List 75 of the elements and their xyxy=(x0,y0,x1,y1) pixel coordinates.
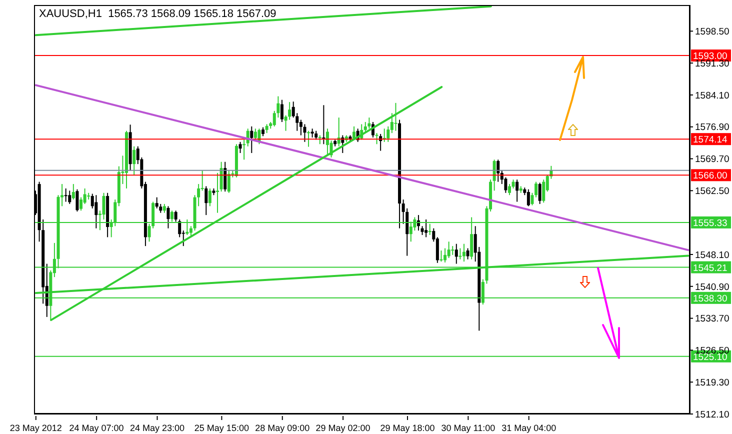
x-tick-label: 24 May 07:00 xyxy=(69,423,124,433)
candlestick xyxy=(303,124,306,142)
y-tick-label: 1540.90 xyxy=(695,282,730,293)
ref-line-label: 1538.30 xyxy=(693,293,728,304)
candlestick xyxy=(364,121,367,134)
candlestick xyxy=(454,243,458,264)
y-tick-label: 1519.30 xyxy=(695,377,730,388)
candlestick xyxy=(216,172,220,214)
candlestick xyxy=(496,159,500,182)
candlestick xyxy=(458,248,462,260)
candlestick xyxy=(508,184,511,196)
ref-line-label: 1566.00 xyxy=(693,170,728,182)
candlestick xyxy=(542,179,546,204)
chart-title: XAUUSD,H1 1565.73 1568.09 1565.18 1567.09 xyxy=(39,8,276,20)
candlestick xyxy=(424,218,428,238)
candlestick xyxy=(375,132,378,145)
ref-line-label: 1574.14 xyxy=(693,134,728,146)
x-tick-label: 24 May 23:00 xyxy=(130,423,185,433)
candlestick xyxy=(447,241,450,259)
candlestick xyxy=(242,139,246,160)
y-tick-label: 1584.10 xyxy=(695,90,730,102)
candlestick xyxy=(254,128,257,140)
y-tick-label: 1562.50 xyxy=(695,186,730,198)
candlestick xyxy=(280,99,284,122)
candlestick xyxy=(368,117,371,130)
candlestick xyxy=(326,128,329,156)
candlestick xyxy=(94,194,98,229)
y-tick-label: 1569.70 xyxy=(695,154,730,166)
candlestick xyxy=(462,243,466,262)
x-tick-label: 31 May 04:00 xyxy=(502,423,556,433)
candlestick xyxy=(538,182,542,204)
candlestick xyxy=(204,186,208,216)
y-tick-label: 1548.10 xyxy=(695,250,730,261)
candlestick xyxy=(102,192,106,220)
candlestick xyxy=(386,126,390,142)
candlestick xyxy=(224,161,227,192)
candlestick xyxy=(132,146,136,176)
candlestick xyxy=(64,188,68,202)
candlestick xyxy=(208,188,212,207)
candlestick xyxy=(155,196,158,209)
candlestick xyxy=(68,190,72,204)
ref-line-label: 1555.33 xyxy=(693,218,728,229)
candlestick xyxy=(76,188,79,212)
candlestick xyxy=(72,184,75,200)
candlestick xyxy=(466,248,470,260)
candlestick xyxy=(238,141,242,154)
candlestick xyxy=(440,250,443,262)
candlestick xyxy=(80,196,83,212)
x-tick-label: 29 May 02:00 xyxy=(316,423,370,433)
candlestick xyxy=(444,248,447,263)
candlestick xyxy=(530,192,534,206)
candlestick xyxy=(227,170,230,194)
candlestick xyxy=(492,159,496,192)
candlestick xyxy=(516,179,519,202)
x-tick-label: 29 May 18:00 xyxy=(380,423,435,433)
x-tick-label: 30 May 11:00 xyxy=(441,423,496,433)
x-tick-label: 28 May 09:00 xyxy=(255,423,310,433)
y-tick-label: 1533.70 xyxy=(695,314,730,325)
y-tick-label: 1576.90 xyxy=(695,122,730,134)
candlestick xyxy=(534,181,538,198)
candlestick xyxy=(352,126,356,140)
candlestick xyxy=(322,104,326,145)
x-tick-label: 23 May 2012 xyxy=(10,423,62,433)
candlestick xyxy=(451,246,454,256)
candlestick xyxy=(526,188,530,207)
candlestick xyxy=(166,206,170,229)
y-tick-label: 1512.10 xyxy=(695,409,730,420)
candlestick xyxy=(307,130,310,148)
candlestick xyxy=(394,102,398,132)
ref-line-label: 1545.21 xyxy=(693,262,728,274)
candlestick xyxy=(220,161,223,192)
x-tick-label: 25 May 15:00 xyxy=(194,423,249,433)
candlestick xyxy=(250,126,254,154)
y-tick-label: 1598.50 xyxy=(695,26,730,38)
candlestick xyxy=(189,226,192,238)
